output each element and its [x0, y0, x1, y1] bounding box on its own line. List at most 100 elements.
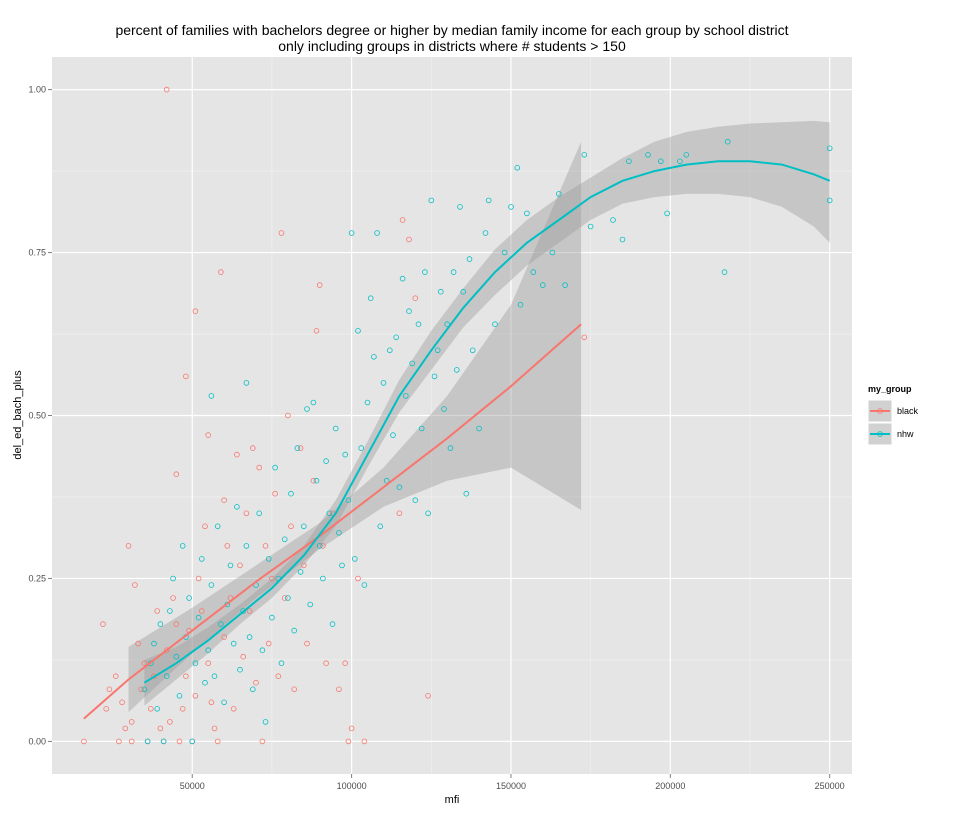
data-point-nhw — [246, 634, 253, 640]
legend-title: my_group — [868, 384, 912, 394]
data-point-nhw — [724, 138, 731, 145]
data-point-nhw — [364, 399, 371, 406]
data-point-nhw — [530, 269, 537, 275]
data-point-nhw — [176, 692, 183, 699]
data-point-black — [310, 477, 317, 484]
data-point-nhw — [441, 406, 447, 412]
data-point-nhw — [610, 217, 616, 223]
data-point-black — [125, 543, 132, 549]
data-point-nhw — [683, 152, 690, 158]
x-tick-label: 150000 — [496, 781, 526, 791]
y-tick-label: 0.75 — [28, 248, 46, 258]
data-point-nhw — [348, 230, 355, 236]
legend-key-point-black — [877, 408, 883, 414]
data-point-nhw — [664, 210, 670, 217]
data-point-nhw — [386, 347, 393, 354]
data-point-nhw — [380, 380, 387, 386]
data-point-nhw — [192, 660, 199, 666]
data-point-nhw — [355, 327, 361, 334]
data-point-nhw — [517, 301, 524, 308]
data-point-black — [138, 686, 145, 693]
data-point-black — [170, 595, 176, 601]
data-point-black — [211, 725, 218, 732]
data-point-nhw — [294, 445, 301, 451]
x-tick-label: 100000 — [337, 781, 367, 791]
data-point-black — [173, 471, 180, 478]
data-point-black — [205, 432, 212, 438]
data-point-nhw — [549, 249, 556, 256]
legend-label-nhw: nhw — [897, 429, 914, 439]
data-point-nhw — [227, 562, 234, 569]
data-point-nhw — [269, 614, 275, 621]
data-point-nhw — [437, 288, 444, 295]
data-point-nhw — [482, 230, 489, 236]
data-point-black — [345, 738, 352, 745]
data-point-black — [167, 719, 173, 725]
x-axis-title: mfi — [445, 794, 460, 806]
y-axis: 0.00 0.25 0.50 0.75 1.00 — [28, 85, 52, 746]
data-point-black — [253, 679, 259, 686]
data-point-black — [179, 705, 186, 712]
data-point-nhw — [425, 510, 431, 517]
data-point-black — [304, 640, 310, 647]
data-point-nhw — [396, 484, 403, 491]
data-point-black — [281, 595, 288, 601]
data-point-black — [205, 660, 212, 666]
data-point-nhw — [374, 230, 380, 236]
data-point-nhw — [256, 510, 263, 517]
data-point-nhw — [154, 705, 161, 712]
data-point-nhw — [259, 647, 266, 653]
data-point-black — [195, 575, 202, 582]
data-point-nhw — [476, 425, 482, 432]
data-point-nhw — [163, 673, 170, 679]
data-point-black — [278, 230, 285, 236]
data-point-nhw — [390, 432, 396, 438]
data-point-nhw — [234, 503, 240, 510]
data-point-black — [154, 608, 161, 614]
data-point-nhw — [406, 308, 412, 315]
data-point-nhw — [383, 477, 390, 484]
data-point-nhw — [415, 321, 422, 328]
data-point-black — [262, 543, 269, 549]
data-point-nhw — [351, 556, 358, 562]
y-tick-label: 0.50 — [28, 411, 46, 421]
data-points — [81, 86, 833, 745]
data-point-nhw — [144, 738, 151, 745]
chart-title: percent of families with bachelors degre… — [115, 22, 788, 38]
data-point-nhw — [307, 601, 314, 608]
data-point-black — [313, 327, 320, 334]
data-point-nhw — [581, 152, 588, 158]
data-point-nhw — [167, 608, 173, 614]
data-point-black — [176, 738, 183, 745]
data-point-black — [218, 269, 224, 275]
data-point-nhw — [453, 367, 460, 373]
data-point-black — [285, 412, 291, 419]
data-point-black — [288, 523, 294, 530]
data-point-black — [275, 673, 282, 679]
data-point-nhw — [619, 236, 626, 243]
data-point-black — [342, 660, 349, 666]
data-point-nhw — [313, 477, 320, 484]
data-point-nhw — [336, 529, 342, 536]
x-tick-label: 50000 — [180, 781, 205, 791]
data-point-black — [399, 217, 406, 223]
data-point-black — [355, 575, 361, 582]
data-point-nhw — [278, 660, 285, 666]
grid-lines — [52, 57, 852, 774]
data-point-nhw — [329, 621, 336, 627]
data-point-black — [320, 543, 326, 549]
data-point-black — [348, 725, 355, 732]
data-point-nhw — [141, 686, 148, 693]
data-point-nhw — [402, 393, 409, 399]
data-point-black — [406, 236, 412, 243]
data-point-nhw — [626, 158, 632, 165]
data-point-nhw — [409, 360, 416, 367]
data-point-nhw — [320, 575, 326, 582]
data-point-black — [240, 653, 247, 660]
data-point-nhw — [367, 295, 374, 302]
x-axis: 50000 100000 150000 200000 250000 — [180, 774, 845, 791]
data-point-nhw — [186, 595, 192, 601]
data-point-nhw — [447, 445, 454, 451]
data-point-nhw — [323, 458, 329, 464]
